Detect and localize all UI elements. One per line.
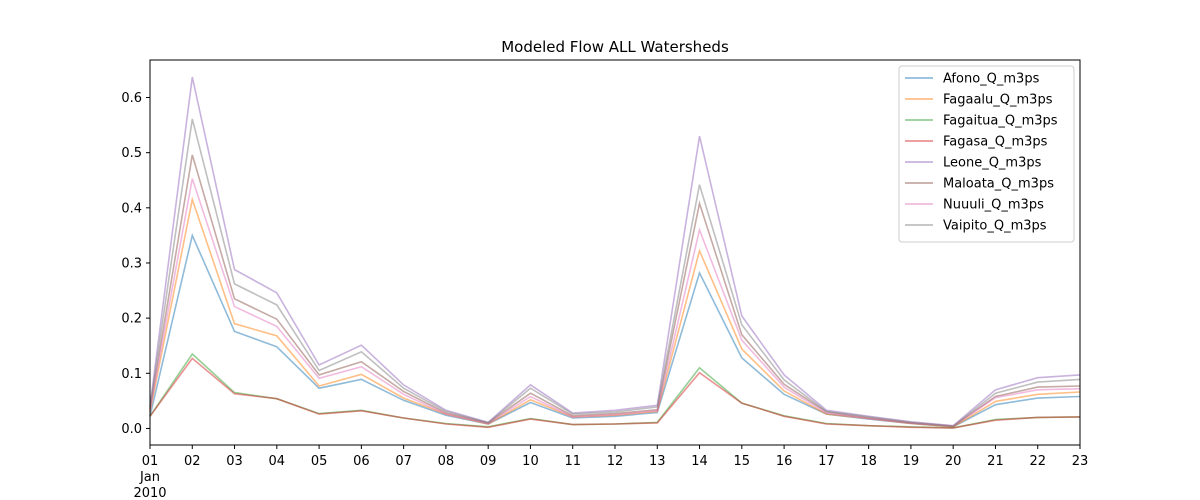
x-axis: 01 02 03 04 05 06 07 08 09 10 11 12 13 14 15 16 17 18 19 20… [133, 445, 1088, 500]
x-tick-label-14: 15 [734, 454, 751, 469]
x-tick-label-18: 19 [903, 454, 920, 469]
x-tick-label-0-line-3: 2010 [133, 486, 166, 500]
x-tick-label-16: 17 [818, 454, 835, 469]
y-tick-label-0: 0.0 [121, 422, 142, 437]
legend-label-7: Vaipito_Q_m3ps [943, 219, 1047, 234]
legend-label-1: Fagaalu_Q_m3ps [943, 93, 1053, 108]
legend-label-5: Maloata_Q_m3ps [943, 177, 1054, 192]
legend-label-0: Afono_Q_m3ps [943, 72, 1040, 87]
legend-label-3: Fagasa_Q_m3ps [943, 135, 1048, 150]
x-tick-label-12: 13 [649, 454, 666, 469]
y-tick-label-1: 0.1 [121, 367, 142, 382]
legend: Afono_Q_m3ps Fagaalu_Q_m3ps Fagaitua_Q_m3p… [898, 65, 1075, 243]
x-tick-label-11: 12 [607, 454, 624, 469]
x-tick-label-10: 11 [564, 454, 581, 469]
y-tick-label-5: 0.5 [121, 146, 142, 161]
x-tick-label-9: 10 [522, 454, 539, 469]
legend-label-2: Fagaitua_Q_m3ps [943, 114, 1058, 129]
series-layer [149, 76, 1081, 429]
x-tick-label-22: 23 [1072, 454, 1089, 469]
x-tick-label-8: 09 [480, 454, 497, 469]
x-tick-label-15: 16 [776, 454, 793, 469]
x-tick-label-2: 03 [226, 454, 243, 469]
y-tick-label-6: 0.6 [121, 91, 142, 106]
x-tick-label-1: 02 [184, 454, 201, 469]
legend-label-6: Nuuuli_Q_m3ps [943, 198, 1044, 213]
x-tick-label-6: 07 [395, 454, 412, 469]
x-tick-label-19: 20 [945, 454, 962, 469]
x-tick-label-3: 04 [269, 454, 286, 469]
x-tick-label-0: 01 [142, 454, 159, 469]
y-axis: 0.0 0.1 0.2 0.3 0.4 0.5 0.6 [121, 91, 150, 437]
series-line-3 [149, 357, 1081, 429]
x-tick-label-20: 21 [987, 454, 1004, 469]
x-tick-label-4: 05 [311, 454, 328, 469]
y-tick-label-2: 0.2 [121, 312, 142, 327]
x-tick-label-7: 08 [438, 454, 455, 469]
legend-box [898, 65, 1075, 243]
series-line-0 [149, 232, 1081, 428]
x-tick-label-0-line-2: Jan [139, 470, 160, 485]
y-tick-label-3: 0.3 [121, 256, 142, 271]
y-tick-label-4: 0.4 [121, 201, 142, 216]
x-tick-label-13: 14 [691, 454, 708, 469]
x-tick-label-5: 06 [353, 454, 370, 469]
x-tick-label-21: 22 [1029, 454, 1046, 469]
x-tick-label-17: 18 [860, 454, 877, 469]
legend-label-4: Leone_Q_m3ps [943, 156, 1042, 171]
series-line-7 [149, 118, 1081, 428]
chart-title: Modeled Flow ALL Watersheds [501, 38, 729, 56]
